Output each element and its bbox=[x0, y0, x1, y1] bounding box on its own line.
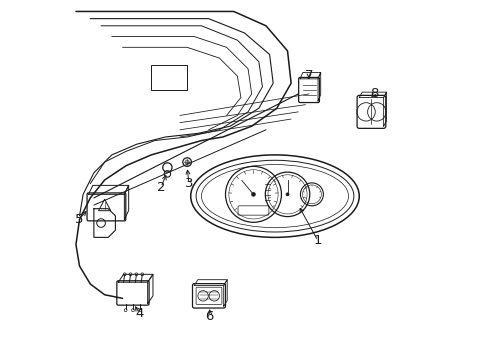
Text: 1: 1 bbox=[313, 234, 322, 247]
Text: 5: 5 bbox=[74, 213, 83, 226]
Text: 4: 4 bbox=[135, 307, 143, 320]
Text: 2: 2 bbox=[156, 181, 165, 194]
Bar bbox=[151, 65, 187, 90]
Text: 6: 6 bbox=[205, 310, 213, 323]
Circle shape bbox=[285, 193, 288, 196]
Text: 3: 3 bbox=[184, 177, 193, 190]
Text: 8: 8 bbox=[369, 87, 378, 100]
Text: 7: 7 bbox=[304, 69, 313, 82]
Circle shape bbox=[251, 192, 255, 196]
